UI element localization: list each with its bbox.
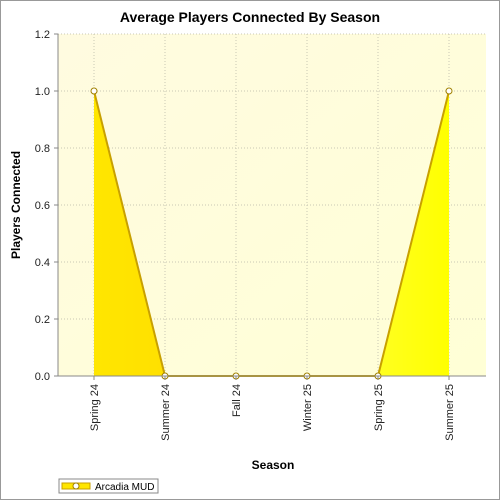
y-tick-labels: 0.0 0.2 0.4 0.6 0.8 1.0 1.2 [35, 29, 50, 383]
x-tick-label: Spring 24 [89, 384, 101, 431]
data-point [445, 87, 453, 95]
chart-title: Average Players Connected By Season [120, 9, 380, 25]
y-axis-label: Players Connected [9, 151, 23, 259]
y-tick-label: 0.0 [35, 371, 50, 383]
y-tick-label: 1.2 [35, 29, 50, 41]
legend-marker-icon [72, 482, 80, 490]
x-tick-labels: Spring 24 Summer 24 Fall 24 Winter 25 Spring… [89, 384, 456, 441]
axes [54, 33, 486, 380]
y-tick-label: 0.2 [35, 314, 50, 326]
y-tick-label: 0.4 [35, 257, 50, 269]
x-tick-label: Winter 25 [302, 384, 314, 431]
x-axis-label: Season [252, 458, 295, 472]
legend: Arcadia MUD [58, 478, 159, 494]
data-point [90, 87, 98, 95]
x-tick-label: Summer 24 [160, 384, 172, 441]
x-tick-label: Spring 25 [373, 384, 385, 431]
legend-label: Arcadia MUD [95, 482, 154, 493]
y-tick-label: 0.8 [35, 143, 50, 155]
x-tick-label: Fall 24 [231, 384, 243, 417]
y-tick-label: 1.0 [35, 86, 50, 98]
y-tick-label: 0.6 [35, 200, 50, 212]
x-tick-label: Summer 25 [444, 384, 456, 441]
